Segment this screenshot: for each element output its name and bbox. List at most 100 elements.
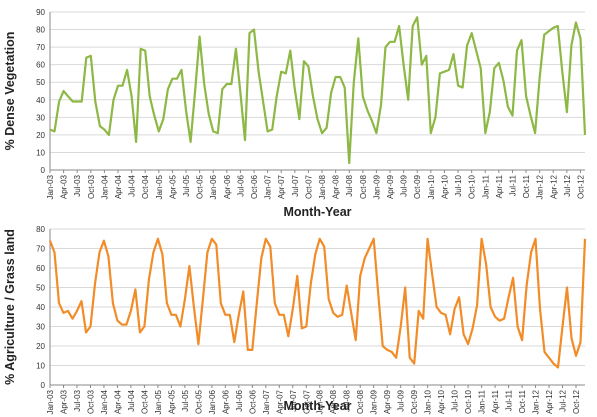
y-tick-label: 40 (36, 303, 45, 312)
x-tick-label: Oct-12 (576, 174, 585, 199)
x-tick-label: Oct-03 (87, 174, 96, 199)
x-tick-label: Jul-03 (73, 174, 82, 196)
x-tick-label: Apr-10 (440, 174, 449, 199)
x-tick-label: Jan-08 (316, 389, 325, 414)
x-tick-label: Apr-11 (491, 389, 500, 413)
x-tick-label: Jul-10 (451, 389, 460, 411)
x-tick-label: Jul-06 (236, 174, 245, 196)
x-tick-label: Jul-09 (397, 389, 406, 411)
x-tick-label: Apr-09 (386, 174, 395, 199)
x-tick-label: Jan-10 (424, 389, 433, 414)
y-tick-label: 60 (36, 264, 45, 273)
x-tick-label: Apr-08 (332, 174, 341, 199)
x-tick-label: Apr-12 (545, 389, 554, 414)
y-tick-label: 30 (36, 113, 45, 122)
agriculture-grassland-series-line (48, 237, 587, 369)
x-tick-label: Jul-05 (182, 174, 191, 196)
x-tick-label: Jul-09 (400, 174, 409, 196)
x-tick-label: Oct-04 (141, 174, 150, 199)
x-tick-label: Apr-07 (277, 174, 286, 199)
x-tick-label: Oct-08 (356, 389, 365, 414)
x-tick-label: Jan-04 (100, 174, 109, 199)
y-tick-label: 20 (36, 131, 45, 140)
x-tick-label: Oct-12 (572, 389, 581, 414)
x-tick-label: Jul-03 (73, 389, 82, 411)
x-tick-label: Jan-09 (372, 174, 381, 199)
x-tick-label: Apr-05 (168, 174, 177, 199)
x-tick-label: Oct-06 (248, 389, 257, 414)
x-tick-label: Oct-08 (359, 174, 368, 199)
x-tick-label: Jan-07 (264, 174, 273, 199)
x-tick-label: Jan-08 (318, 174, 327, 199)
x-tick-label: Jan-04 (100, 389, 109, 414)
x-tick-label: Jan-09 (370, 389, 379, 414)
x-tick-label: Jul-11 (505, 389, 514, 411)
x-tick-label: Jul-12 (559, 389, 568, 411)
x-tick-label: Apr-05 (167, 389, 176, 414)
x-tick-label: Oct-09 (410, 389, 419, 414)
y-axis-title: % Dense Vegetation (3, 32, 17, 151)
x-tick-label: Oct-06 (250, 174, 259, 199)
x-tick-label: Jul-05 (181, 389, 190, 411)
x-tick-label: Apr-06 (221, 389, 230, 414)
x-tick-label: Oct-07 (304, 174, 313, 199)
y-tick-label: 50 (36, 78, 45, 87)
x-tick-label: Apr-04 (113, 389, 122, 414)
x-tick-label: Jul-12 (563, 174, 572, 196)
x-tick-label: Oct-04 (140, 389, 149, 414)
x-tick-label: Jan-05 (155, 174, 164, 199)
x-tick-label: Apr-10 (437, 389, 446, 414)
x-tick-label: Oct-05 (196, 174, 205, 199)
x-tick-label: Apr-06 (223, 174, 232, 199)
x-tick-label: Oct-07 (302, 389, 311, 414)
agriculture-grassland-chart: 0 10 20 30 40 50 60 70 80 Jan-03 Apr-03 Jul-03 Oct-0… (3, 225, 587, 414)
y-tick-label: 0 (41, 166, 46, 175)
x-tick-label: Jan-07 (262, 389, 271, 414)
x-axis-title: Month-Year (283, 399, 351, 413)
x-tick-label: Apr-03 (59, 389, 68, 414)
y-tick-label: 70 (36, 43, 45, 52)
y-tick-label: 40 (36, 96, 45, 105)
x-tick-label: Apr-09 (383, 389, 392, 414)
x-tick-label: Oct-11 (518, 389, 527, 413)
x-tick-label: Jan-12 (536, 174, 545, 199)
x-tick-label: Jul-04 (127, 389, 136, 411)
x-axis-title: Month-Year (283, 205, 351, 219)
x-tick-label: Oct-09 (413, 174, 422, 199)
y-axis-title: % Agriculture / Grass land (3, 229, 17, 385)
x-tick-label: Oct-10 (468, 174, 477, 199)
x-tick-label: Oct-10 (464, 389, 473, 414)
x-tick-label: Apr-12 (549, 174, 558, 199)
x-tick-label: Jan-06 (208, 389, 217, 414)
x-tick-label: Apr-03 (60, 174, 69, 199)
x-tick-label: Jan-11 (481, 174, 490, 198)
x-tick-label: Apr-08 (329, 389, 338, 414)
y-tick-label: 10 (36, 362, 45, 371)
y-tick-label: 60 (36, 61, 45, 70)
x-tick-label: Jan-03 (46, 389, 55, 414)
dense-vegetation-chart: 0 10 20 30 40 50 60 70 80 90 Jan-03 Apr-03 Jul-03 Oct… (3, 8, 587, 219)
dense-vegetation-series-line (49, 16, 587, 165)
y-tick-label: 80 (36, 26, 45, 35)
y-tick-label: 90 (36, 8, 45, 17)
x-tick-label: Jul-06 (235, 389, 244, 411)
x-tick-label: Jan-10 (427, 174, 436, 199)
x-tick-label: Apr-07 (275, 389, 284, 414)
x-tick-label: Jan-05 (154, 389, 163, 414)
x-tick-label: Oct-05 (194, 389, 203, 414)
y-tick-label: 70 (36, 245, 45, 254)
x-tick-label: Jan-12 (532, 389, 541, 414)
y-tick-label: 30 (36, 323, 45, 332)
x-tick-label: Jul-04 (128, 174, 137, 196)
x-tick-label: Jul-10 (454, 174, 463, 196)
y-tick-label: 20 (36, 342, 45, 351)
y-tick-label: 50 (36, 284, 45, 293)
x-tick-label: Oct-03 (86, 389, 95, 414)
x-tick-label: Apr-11 (495, 174, 504, 198)
x-tick-label: Jul-08 (343, 389, 352, 411)
x-tick-label: Jan-06 (209, 174, 218, 199)
x-tick-label: Apr-04 (114, 174, 123, 199)
x-tick-label: Jan-03 (46, 174, 55, 199)
y-tick-label: 80 (36, 225, 45, 234)
